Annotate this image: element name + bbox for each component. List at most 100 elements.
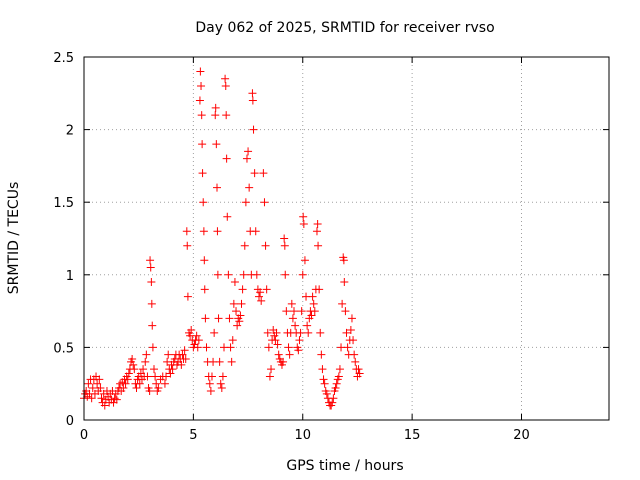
data-point xyxy=(300,256,309,265)
data-point xyxy=(239,270,248,279)
data-point xyxy=(112,395,121,404)
data-point xyxy=(241,198,250,207)
data-point xyxy=(280,234,289,243)
data-point xyxy=(168,365,177,374)
data-point xyxy=(132,384,141,393)
data-point xyxy=(251,227,260,236)
data-point xyxy=(262,285,271,294)
data-point xyxy=(210,328,219,337)
data-point xyxy=(230,278,239,287)
data-point xyxy=(200,285,209,294)
data-point xyxy=(290,307,298,316)
data-point xyxy=(143,372,152,381)
x-tick-label: 5 xyxy=(189,428,197,443)
data-point xyxy=(178,350,187,359)
data-point xyxy=(198,169,207,178)
data-point xyxy=(223,212,232,221)
data-point xyxy=(207,372,216,381)
data-point xyxy=(224,270,233,279)
data-point xyxy=(201,314,210,323)
data-point xyxy=(297,307,306,316)
data-point xyxy=(240,241,249,250)
data-point xyxy=(84,379,93,388)
data-point xyxy=(250,169,259,178)
data-point xyxy=(263,328,272,337)
data-point xyxy=(341,307,350,316)
data-point xyxy=(273,340,282,349)
data-point xyxy=(199,227,208,236)
data-point xyxy=(244,147,253,156)
y-tick-label: 2.5 xyxy=(53,51,74,66)
data-point xyxy=(309,299,318,308)
data-point xyxy=(299,212,308,221)
data-point xyxy=(288,314,297,323)
data-point xyxy=(123,375,132,384)
data-point xyxy=(255,292,263,301)
tick-labels: 0 5 10 15 20 0 0.5 1 1.5 2 2.5 xyxy=(53,51,529,443)
data-point xyxy=(256,288,265,297)
data-point xyxy=(124,369,133,378)
data-point xyxy=(350,350,359,359)
data-point xyxy=(192,331,201,340)
data-point xyxy=(218,372,227,381)
data-point xyxy=(227,357,236,366)
data-point xyxy=(335,365,344,374)
data-point xyxy=(150,365,158,374)
data-point xyxy=(166,369,175,378)
data-point xyxy=(303,321,312,330)
data-point xyxy=(237,299,246,308)
data-point xyxy=(248,89,257,98)
data-point xyxy=(329,394,338,403)
data-point xyxy=(248,96,257,105)
data-point xyxy=(152,379,161,388)
data-point xyxy=(193,343,202,352)
data-point xyxy=(183,241,192,250)
data-point xyxy=(222,111,231,120)
data-point xyxy=(279,357,288,366)
data-point xyxy=(274,350,283,359)
data-point xyxy=(271,336,280,345)
data-point xyxy=(213,227,222,236)
data-point xyxy=(296,328,305,337)
data-point xyxy=(351,357,360,366)
data-point xyxy=(128,355,137,364)
data-point xyxy=(260,198,269,207)
data-point xyxy=(197,111,206,120)
data-point xyxy=(226,343,235,352)
data-point xyxy=(314,241,323,250)
y-tick-label: 2 xyxy=(66,124,74,139)
data-point xyxy=(319,375,328,384)
data-point xyxy=(338,299,347,308)
data-point xyxy=(304,328,313,337)
data-point xyxy=(95,375,104,384)
data-point xyxy=(285,350,294,359)
y-tick-label: 1 xyxy=(66,269,74,284)
data-point xyxy=(334,372,343,381)
data-point xyxy=(100,401,109,410)
data-point xyxy=(267,365,276,374)
data-point xyxy=(96,384,105,393)
data-point xyxy=(312,227,321,236)
data-point xyxy=(211,103,220,112)
data-point xyxy=(148,343,157,352)
data-point xyxy=(88,384,97,393)
y-axis-label: SRMTID / TECUs xyxy=(6,182,22,295)
data-point xyxy=(347,314,356,323)
data-point xyxy=(291,321,300,330)
data-point xyxy=(213,183,221,192)
data-point xyxy=(221,74,230,83)
x-tick-label: 15 xyxy=(404,428,421,443)
data-point xyxy=(199,198,208,207)
data-point xyxy=(272,328,281,337)
data-point xyxy=(164,350,173,359)
data-point xyxy=(316,328,325,337)
data-point xyxy=(206,386,215,395)
chart-title: Day 062 of 2025, SRMTID for receiver rvs… xyxy=(195,20,494,36)
data-point xyxy=(343,343,352,352)
data-point xyxy=(280,241,289,250)
data-point xyxy=(177,360,186,369)
grid xyxy=(83,56,609,421)
data-point xyxy=(229,299,238,308)
y-tick-label: 0.5 xyxy=(53,341,74,356)
tick-marks xyxy=(83,56,609,421)
